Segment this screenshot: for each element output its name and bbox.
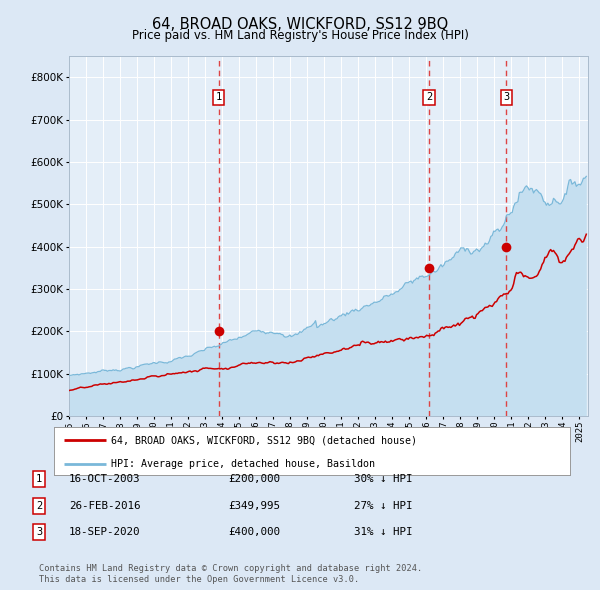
Text: 27% ↓ HPI: 27% ↓ HPI — [354, 501, 413, 510]
Text: 64, BROAD OAKS, WICKFORD, SS12 9BQ (detached house): 64, BROAD OAKS, WICKFORD, SS12 9BQ (deta… — [111, 435, 417, 445]
Text: Price paid vs. HM Land Registry's House Price Index (HPI): Price paid vs. HM Land Registry's House … — [131, 30, 469, 42]
Text: This data is licensed under the Open Government Licence v3.0.: This data is licensed under the Open Gov… — [39, 575, 359, 584]
Text: £400,000: £400,000 — [228, 527, 280, 537]
Text: 64, BROAD OAKS, WICKFORD, SS12 9BQ: 64, BROAD OAKS, WICKFORD, SS12 9BQ — [152, 17, 448, 31]
Text: HPI: Average price, detached house, Basildon: HPI: Average price, detached house, Basi… — [111, 459, 375, 469]
Text: 2: 2 — [426, 93, 432, 103]
Text: 26-FEB-2016: 26-FEB-2016 — [69, 501, 140, 510]
Text: 1: 1 — [36, 474, 42, 484]
Text: 31% ↓ HPI: 31% ↓ HPI — [354, 527, 413, 537]
Text: 30% ↓ HPI: 30% ↓ HPI — [354, 474, 413, 484]
Text: 1: 1 — [215, 93, 221, 103]
Text: £200,000: £200,000 — [228, 474, 280, 484]
Text: Contains HM Land Registry data © Crown copyright and database right 2024.: Contains HM Land Registry data © Crown c… — [39, 565, 422, 573]
Text: 18-SEP-2020: 18-SEP-2020 — [69, 527, 140, 537]
Text: 2: 2 — [36, 501, 42, 510]
Text: 3: 3 — [503, 93, 509, 103]
Text: 16-OCT-2003: 16-OCT-2003 — [69, 474, 140, 484]
Text: 3: 3 — [36, 527, 42, 537]
Text: £349,995: £349,995 — [228, 501, 280, 510]
